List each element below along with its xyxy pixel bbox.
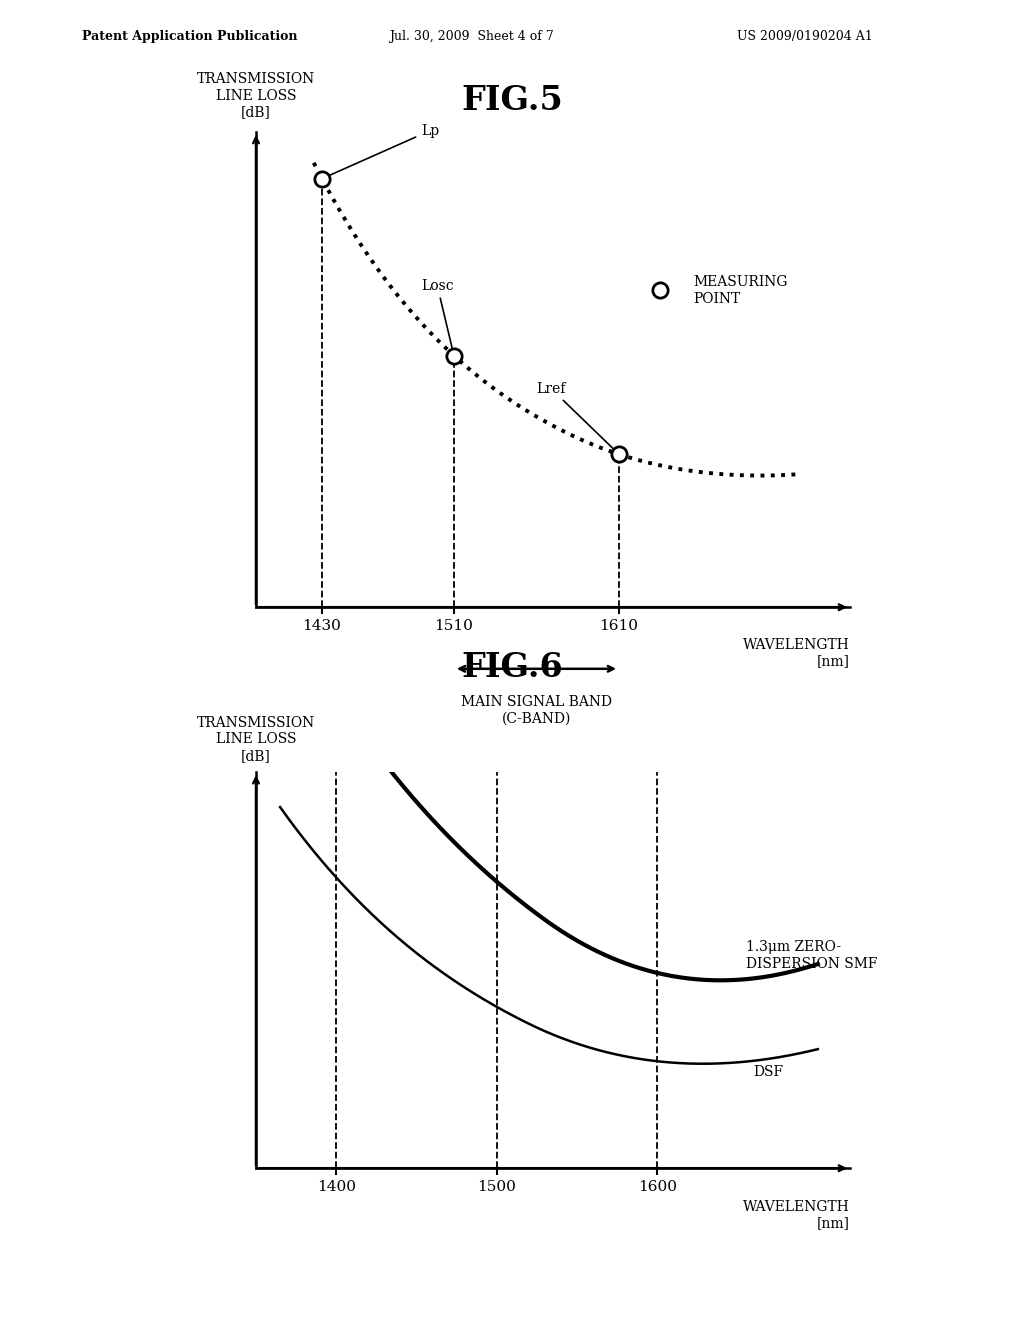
Text: US 2009/0190204 A1: US 2009/0190204 A1 xyxy=(737,30,873,44)
Text: Jul. 30, 2009  Sheet 4 of 7: Jul. 30, 2009 Sheet 4 of 7 xyxy=(389,30,554,44)
Text: DSF: DSF xyxy=(754,1065,783,1078)
Text: MAIN SIGNAL BAND
(C-BAND): MAIN SIGNAL BAND (C-BAND) xyxy=(461,696,612,726)
Text: Losc: Losc xyxy=(421,279,454,352)
Text: WAVELENGTH
[nm]: WAVELENGTH [nm] xyxy=(743,1200,850,1230)
Text: FIG.6: FIG.6 xyxy=(461,651,563,684)
Text: 1.3μm ZERO-
DISPERSION SMF: 1.3μm ZERO- DISPERSION SMF xyxy=(745,940,878,970)
Text: TRANSMISSION
LINE LOSS
[dB]: TRANSMISSION LINE LOSS [dB] xyxy=(197,73,315,119)
Text: MEASURING
POINT: MEASURING POINT xyxy=(693,276,787,305)
Text: TRANSMISSION
LINE LOSS
[dB]: TRANSMISSION LINE LOSS [dB] xyxy=(197,717,315,763)
Text: Lp: Lp xyxy=(325,124,439,178)
Text: Patent Application Publication: Patent Application Publication xyxy=(82,30,297,44)
Text: WAVELENGTH
[nm]: WAVELENGTH [nm] xyxy=(743,638,850,668)
Text: Lref: Lref xyxy=(537,381,616,453)
Text: FIG.5: FIG.5 xyxy=(461,84,563,116)
